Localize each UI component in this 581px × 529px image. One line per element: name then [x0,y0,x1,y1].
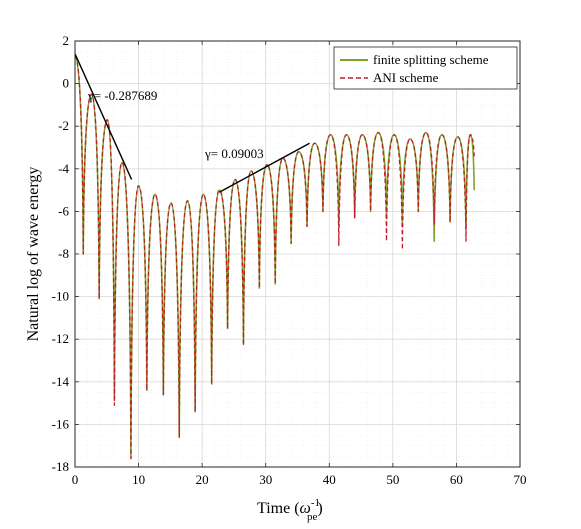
legend-label-finite: finite splitting scheme [373,52,489,67]
y-tick-label: -18 [52,459,69,474]
x-tick-label: 10 [132,472,145,487]
legend-label-ani: ANI scheme [373,70,439,85]
fit-lines [74,53,310,193]
legend: finite splitting scheme ANI scheme [333,46,518,90]
x-axis-label-text: Time ( [257,500,300,517]
x-axis-label-close: ) [317,500,322,517]
legend-box [333,46,518,90]
tick-marks [74,40,521,468]
y-axis-label: Natural log of wave energy [25,167,42,342]
y-tick-label: -10 [52,289,69,304]
y-tick-labels: 2 0 -2 -4 -6 -8 -10 -12 -14 -16 -18 [52,33,70,474]
x-tick-label: 70 [514,472,527,487]
y-tick-label: -12 [52,331,69,346]
x-axis-label-sup: -1 [311,497,320,509]
series-layer [74,55,476,460]
y-tick-label: -4 [58,161,69,176]
fit-label-growth: γ= 0.09003 [204,146,264,161]
x-axis-label-sub: pe [307,511,318,523]
x-axis-label-omega: ω [300,500,311,517]
y-tick-label: -14 [52,374,70,389]
x-axis-label: Time (ω-1 pe) [257,497,323,523]
x-tick-label: 20 [196,472,209,487]
x-tick-label: 30 [259,472,272,487]
x-tick-label: 40 [323,472,336,487]
x-tick-label: 0 [72,472,79,487]
y-tick-label: -6 [58,203,69,218]
y-tick-label: -2 [58,118,69,133]
fit-label-decay: γ= -0.287689 [87,88,157,103]
fit-line-decay [74,53,133,180]
fit-line-growth [218,142,310,193]
x-tick-label: 50 [386,472,399,487]
series-line-ani [74,55,475,460]
x-tick-label: 60 [450,472,463,487]
y-tick-label: 2 [63,33,70,48]
y-tick-label: -8 [58,246,69,261]
y-tick-label: -16 [52,416,70,431]
x-tick-labels: 0 10 20 30 40 50 60 70 [72,472,527,487]
y-tick-label: 0 [63,76,70,91]
